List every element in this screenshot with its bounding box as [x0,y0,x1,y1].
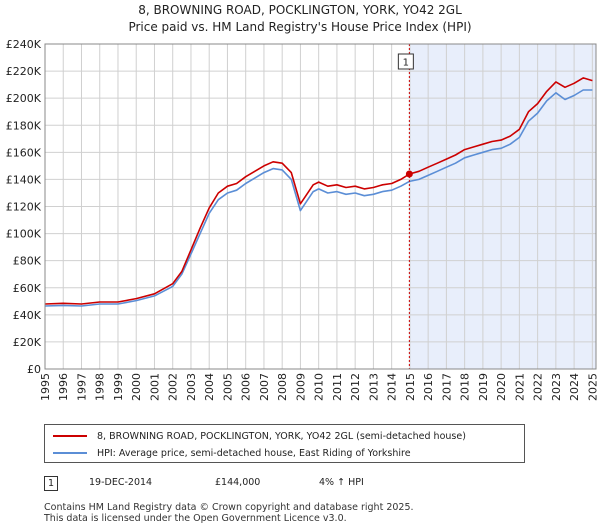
x-tick-label: 1996 [57,373,70,401]
x-tick-label: 2020 [495,373,508,401]
footer: Contains HM Land Registry data © Crown c… [44,502,414,524]
x-tick-label: 1995 [39,373,52,401]
x-tick-label: 1999 [112,373,125,401]
y-tick-label: £180K [6,119,42,132]
y-tick-label: £160K [6,146,42,159]
x-tick-label: 2004 [203,373,216,401]
y-tick-label: £240K [6,38,42,51]
footer-line1: Contains HM Land Registry data © Crown c… [44,502,414,513]
x-tick-label: 2011 [331,373,344,401]
x-tick-label: 2010 [313,373,326,401]
x-tick-label: 1997 [75,373,88,401]
x-tick-label: 2014 [386,373,399,401]
x-tick-label: 2025 [586,373,599,401]
legend-label-property: 8, BROWNING ROAD, POCKLINGTON, YORK, YO4… [97,430,466,442]
legend-label-hpi: HPI: Average price, semi-detached house,… [97,447,411,459]
x-tick-label: 2001 [148,373,161,401]
legend-item-hpi: HPI: Average price, semi-detached house,… [53,445,411,461]
x-tick-label: 2021 [513,373,526,401]
hpi-line [44,89,593,307]
x-tick-label: 2018 [459,373,472,401]
transaction-number-badge: 1 [44,476,58,491]
transaction-date: 19-DEC-2014 [89,477,153,488]
x-tick-label: 2024 [568,373,581,401]
transaction-hpi-diff: 4% ↑ HPI [319,477,364,488]
sale-point-marker [405,170,413,178]
footer-line2: This data is licensed under the Open Gov… [44,513,347,524]
x-tick-label: 2003 [185,373,198,401]
y-tick-label: £220K [6,65,42,78]
y-tick-label: £200K [6,92,42,105]
y-tick-label: £140K [6,173,42,186]
y-tick-label: £80K [13,255,42,268]
y-tick-label: £40K [13,309,42,322]
x-tick-label: 2013 [367,373,380,401]
x-tick-label: 2023 [550,373,563,401]
x-tick-label: 2006 [240,373,253,401]
x-tick-label: 2012 [349,373,362,401]
x-tick-label: 2016 [422,373,435,401]
x-tick-label: 2000 [130,373,143,401]
y-tick-label: £20K [13,336,42,349]
x-tick-label: 2007 [258,373,271,401]
sale-badge-label: 1 [403,58,409,69]
x-tick-label: 2015 [404,373,417,401]
legend-item-property: 8, BROWNING ROAD, POCKLINGTON, YORK, YO4… [53,428,466,444]
transaction-price: £144,000 [215,477,261,488]
x-tick-label: 2019 [477,373,490,401]
y-tick-label: £0 [27,363,41,376]
sale-badge [397,53,414,70]
legend-swatch-property [53,435,87,437]
chart-title-line1: 8, BROWNING ROAD, POCKLINGTON, YORK, YO4… [138,3,462,17]
y-tick-label: £60K [13,282,42,295]
x-tick-label: 2005 [221,373,234,401]
x-tick-label: 2009 [294,373,307,401]
legend-swatch-hpi [53,452,87,454]
y-tick-label: £120K [6,201,42,214]
x-tick-label: 1998 [94,373,107,401]
x-tick-label: 2002 [167,373,180,401]
x-tick-label: 2008 [276,373,289,401]
y-tick-label: £100K [6,228,42,241]
x-tick-label: 2017 [440,373,453,401]
property-price-line [44,77,593,305]
chart-legend: 8, BROWNING ROAD, POCKLINGTON, YORK, YO4… [44,424,525,463]
plot-frame [44,43,597,370]
transaction-row: 1 19-DEC-2014 £144,000 4% ↑ HPI [44,476,584,492]
x-tick-label: 2022 [532,373,545,401]
chart-title-line2: Price paid vs. HM Land Registry's House … [128,20,472,34]
price-chart: 1 £0 £20K £40K £60K £80K £100K £120K £140K £160K… [6,38,600,401]
